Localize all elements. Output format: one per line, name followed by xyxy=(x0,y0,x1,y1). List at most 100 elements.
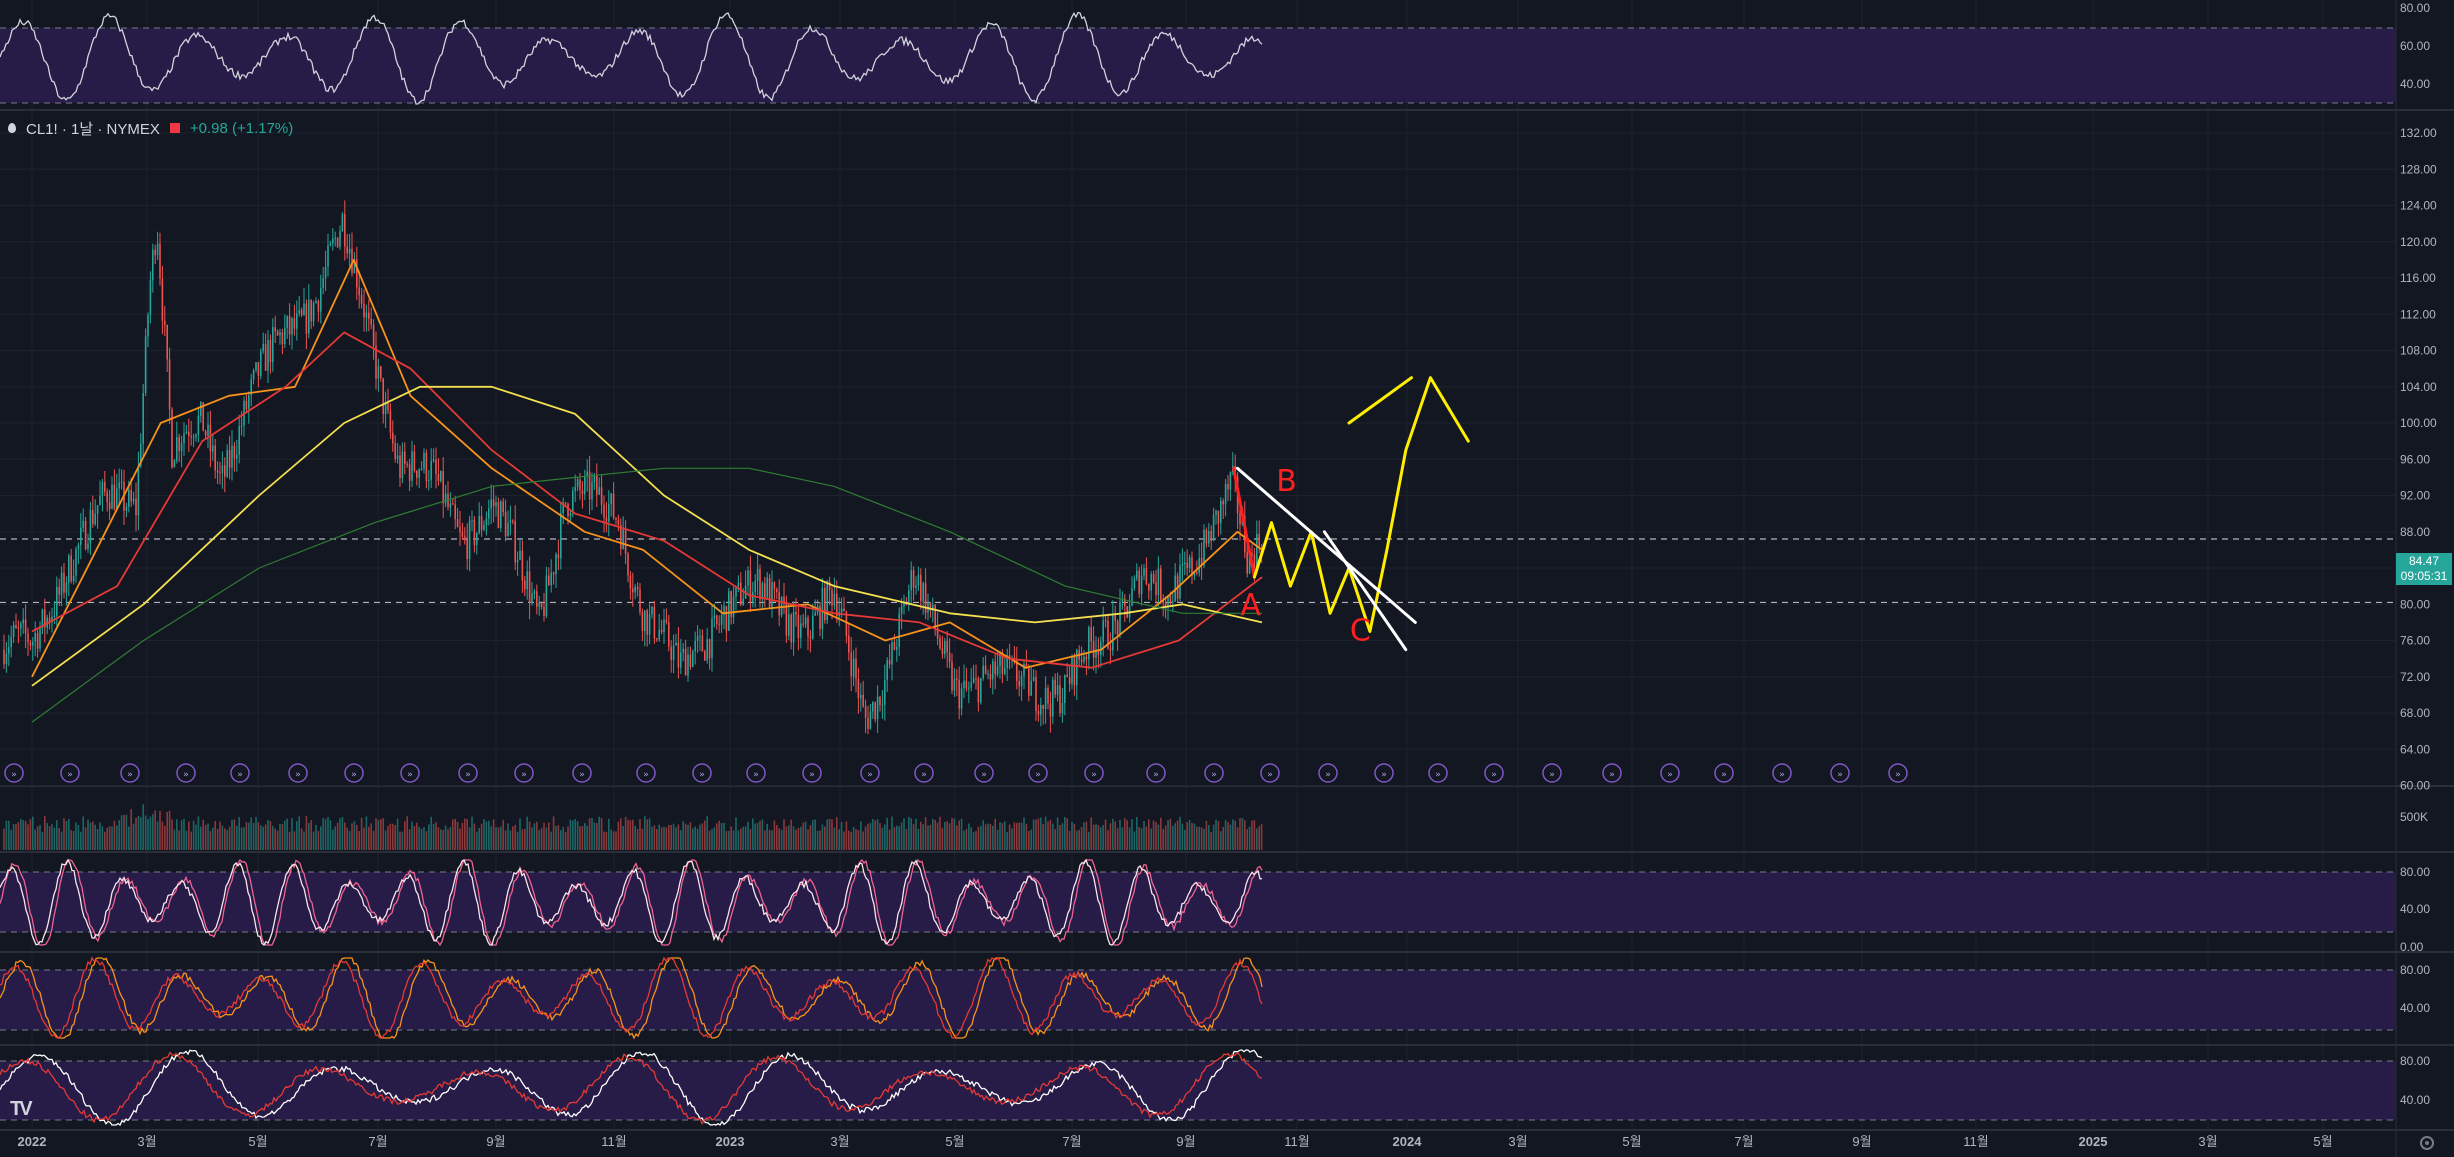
volume-bar xyxy=(118,820,120,850)
volume-bar xyxy=(252,822,255,850)
volume-bar xyxy=(1083,822,1085,850)
volume-bar xyxy=(792,826,795,850)
candle-body xyxy=(953,678,956,691)
earnings-event-glyph: » xyxy=(183,770,189,780)
volume-bar xyxy=(464,818,466,850)
candle-body xyxy=(168,359,171,410)
volume-bar xyxy=(1073,823,1076,850)
volume-bar xyxy=(171,819,173,850)
volume-bar xyxy=(1023,817,1025,850)
candle-body xyxy=(156,243,159,256)
candle-body xyxy=(634,586,636,593)
tradingview-logo[interactable]: TV xyxy=(10,1098,32,1120)
volume-bar xyxy=(308,822,310,850)
volume-bar xyxy=(173,829,176,850)
candle-body xyxy=(960,688,963,709)
volume-bar xyxy=(857,830,860,850)
candle-body xyxy=(276,331,279,336)
candle-body xyxy=(1020,675,1023,687)
volume-bar xyxy=(1056,817,1059,850)
candle-body xyxy=(1251,552,1253,555)
earnings-event-glyph: » xyxy=(295,770,301,780)
candle-body xyxy=(516,559,519,563)
candle-body xyxy=(1148,583,1150,591)
candle-body xyxy=(320,287,322,312)
earnings-event-icon xyxy=(120,763,140,783)
volume-bar xyxy=(843,831,845,850)
volume-bar xyxy=(1241,817,1244,850)
volume-bar xyxy=(776,825,778,850)
volume-bar xyxy=(144,815,147,850)
volume-bar xyxy=(735,817,737,850)
volume-bar xyxy=(1037,818,1040,850)
volume-bar xyxy=(454,818,456,850)
candle-body xyxy=(1200,557,1203,566)
volume-bar xyxy=(1042,824,1044,850)
volume-bar xyxy=(281,823,284,850)
symbol-legend[interactable]: CL1! · 1날 · NYMEX +0.98 (+1.17%) xyxy=(8,118,293,138)
settings-icon[interactable] xyxy=(2420,1136,2434,1150)
candle-body xyxy=(51,616,53,623)
volume-bar xyxy=(521,829,524,850)
volume-bar xyxy=(176,819,178,850)
volume-bar xyxy=(593,822,596,850)
candle-body xyxy=(298,310,300,314)
volume-bar xyxy=(1004,821,1006,850)
volume-bar xyxy=(32,816,34,850)
candle-body xyxy=(704,651,706,661)
volume-bar xyxy=(905,828,908,850)
volume-bar xyxy=(610,829,612,850)
earnings-event-icon xyxy=(1888,763,1908,783)
candle-body xyxy=(912,570,915,588)
candle-body xyxy=(142,393,144,444)
volume-bar xyxy=(692,828,694,850)
flag-icon[interactable] xyxy=(169,123,180,133)
volume-bar xyxy=(452,819,454,850)
volume-bar xyxy=(1011,828,1013,850)
volume-bar xyxy=(1184,829,1186,850)
volume-bar xyxy=(893,827,896,850)
candle-body xyxy=(725,606,728,631)
symbol-label[interactable]: CL1! · 1날 · NYMEX xyxy=(26,120,160,138)
volume-bar xyxy=(627,819,629,850)
volume-bar xyxy=(152,814,154,850)
candle-body xyxy=(209,424,212,452)
volume-bar xyxy=(72,831,75,850)
moving-average-line xyxy=(31,385,1263,687)
candle-body xyxy=(754,580,756,592)
volume-bar xyxy=(257,822,260,850)
candle-body xyxy=(888,660,891,665)
candle-body xyxy=(778,591,780,616)
earnings-event-glyph: » xyxy=(867,770,873,780)
volume-bar xyxy=(461,822,464,850)
candle-body xyxy=(860,694,862,699)
candle-body xyxy=(12,624,15,637)
candle-body xyxy=(1056,685,1059,695)
candle-body xyxy=(730,591,732,618)
candle-body xyxy=(464,536,466,538)
volume-bar xyxy=(891,816,893,850)
volume-bar xyxy=(1109,823,1112,850)
candle-body xyxy=(29,642,32,646)
volume-bar xyxy=(651,826,653,850)
candle-body xyxy=(269,339,272,363)
volume-bar xyxy=(807,829,809,850)
volume-bar xyxy=(586,825,588,850)
volume-bar xyxy=(648,818,651,850)
volume-bar xyxy=(622,825,624,850)
candle-body xyxy=(624,529,627,554)
candle-body xyxy=(456,519,459,527)
candle-body xyxy=(200,402,202,416)
volume-bar xyxy=(80,831,82,850)
candle-body xyxy=(303,303,305,315)
volume-bar xyxy=(1071,821,1073,850)
candle-body xyxy=(104,482,106,492)
candle-body xyxy=(257,362,260,376)
candle-body xyxy=(675,642,677,646)
candle-body xyxy=(987,673,989,675)
volume-bar xyxy=(125,814,128,850)
candle-body xyxy=(492,499,495,507)
volume-bar xyxy=(228,826,231,850)
candle-body xyxy=(903,602,905,607)
